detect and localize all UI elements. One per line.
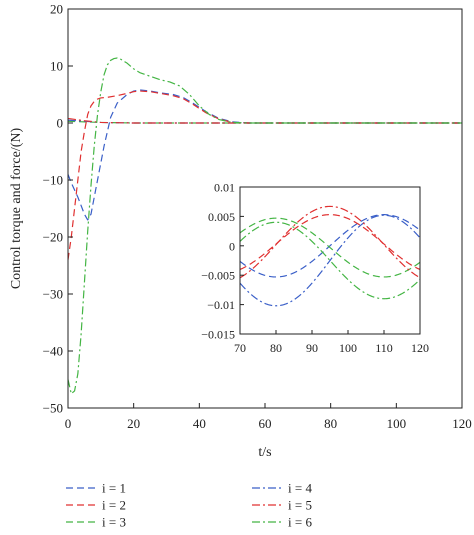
series-line-5 bbox=[240, 205, 420, 279]
series-line-1 bbox=[240, 214, 420, 278]
x-tick-label: 120 bbox=[411, 341, 429, 355]
y-tick-label: 0.01 bbox=[214, 181, 235, 195]
y-tick-label: −30 bbox=[43, 287, 63, 302]
y-tick-label: 0 bbox=[57, 116, 64, 131]
legend-label: i = 4 bbox=[288, 481, 312, 496]
x-tick-label: 60 bbox=[259, 416, 272, 431]
x-tick-label: 20 bbox=[127, 416, 140, 431]
legend-item-4: i = 4 bbox=[252, 481, 312, 496]
x-tick-label: 0 bbox=[65, 416, 72, 431]
y-axis-title: Control torque and force/(N) bbox=[9, 127, 24, 289]
series-lines bbox=[68, 57, 462, 395]
legend-item-3: i = 3 bbox=[66, 515, 126, 530]
x-tick-label: 100 bbox=[387, 416, 407, 431]
plot-frame bbox=[239, 186, 421, 335]
series-line-5 bbox=[68, 117, 462, 124]
y-tick-label: 10 bbox=[50, 59, 63, 74]
x-tick-label: 70 bbox=[234, 341, 246, 355]
series-line-6 bbox=[240, 221, 420, 300]
x-tick-label: 120 bbox=[452, 416, 472, 431]
x-tick-label: 100 bbox=[339, 341, 357, 355]
x-tick-label: 90 bbox=[306, 341, 318, 355]
y-tick-label: 20 bbox=[50, 2, 63, 17]
legend-label: i = 2 bbox=[102, 498, 126, 513]
legend-item-6: i = 6 bbox=[252, 515, 312, 530]
x-axis-title: t/s bbox=[258, 445, 271, 460]
legend-label: i = 1 bbox=[102, 481, 126, 496]
series-line-4 bbox=[240, 214, 420, 307]
legend-label: i = 5 bbox=[288, 498, 312, 513]
y-tick-label: −0.01 bbox=[207, 298, 235, 312]
y-tick-label: 0 bbox=[229, 239, 235, 253]
main-plot: 0 20 40 60 80 100 120 −50 −40 −30 −20 −10 0 10 20 t/s Co… bbox=[9, 2, 472, 461]
y-tick-label: −50 bbox=[43, 401, 63, 416]
y-tick-label: 0.005 bbox=[208, 210, 235, 224]
series-line-6 bbox=[68, 57, 462, 395]
series-line-3 bbox=[240, 217, 420, 278]
x-tick-label: 110 bbox=[375, 341, 393, 355]
legend: i = 1 i = 2 i = 3 i = 4 i = 5 i = 6 bbox=[66, 481, 312, 530]
x-tick-label: 40 bbox=[193, 416, 206, 431]
x-tick-label: 80 bbox=[324, 416, 337, 431]
y-tick-label: −20 bbox=[43, 230, 63, 245]
y-tick-label: −10 bbox=[43, 173, 63, 188]
y-tick-label: −0.005 bbox=[201, 269, 235, 283]
legend-item-2: i = 2 bbox=[66, 498, 126, 513]
y-tick-label: −0.015 bbox=[201, 328, 235, 342]
legend-label: i = 6 bbox=[288, 515, 312, 530]
inset-plot: 70 80 90 100 110 120 −0.015 −0.01 −0.005 0 0.005 0.… bbox=[201, 181, 429, 356]
legend-item-1: i = 1 bbox=[66, 481, 126, 496]
y-tick-label: −40 bbox=[43, 344, 63, 359]
x-tick-label: 80 bbox=[270, 341, 282, 355]
legend-item-5: i = 5 bbox=[252, 498, 312, 513]
series-line-2 bbox=[240, 214, 420, 271]
series-lines bbox=[240, 205, 420, 307]
legend-label: i = 3 bbox=[102, 515, 126, 530]
series-line-1 bbox=[68, 89, 462, 221]
